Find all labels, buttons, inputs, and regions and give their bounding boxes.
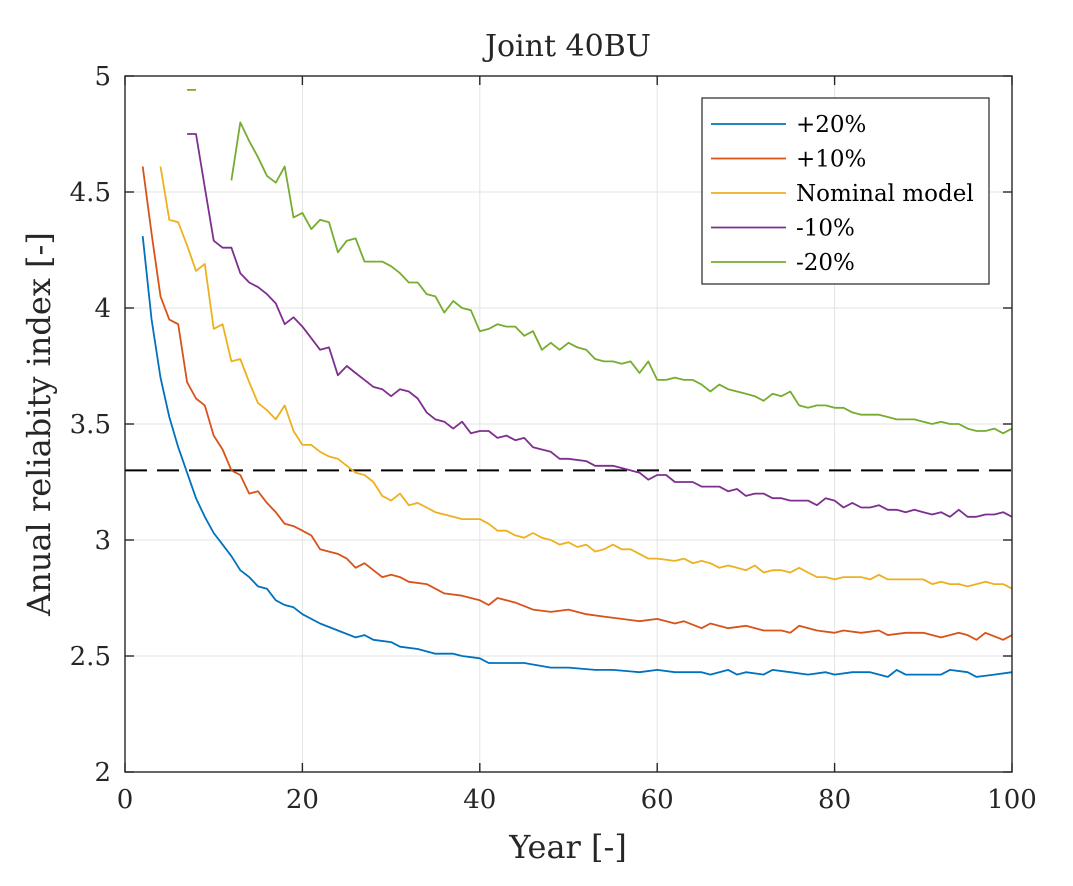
y-axis-label: Anual reliabity index [-] [20, 232, 58, 617]
legend-label-1: +10% [796, 147, 866, 173]
series-line-4 [230, 121, 1013, 435]
legend-label-2: Nominal model [796, 181, 974, 207]
y-tick-label: 3 [94, 526, 111, 556]
y-tick-label: 4.5 [70, 178, 111, 208]
legend: +20% +10% Nominal model -10% -20% [701, 97, 990, 285]
x-tick-label: 40 [463, 785, 496, 815]
tick-layer [124, 75, 1013, 773]
x-axis-label: Year [-] [508, 828, 627, 866]
chart-title: Joint 40BU [482, 29, 651, 64]
legend-label-3: -10% [796, 216, 855, 242]
x-tick-label: 0 [117, 785, 134, 815]
y-tick-label: 5 [94, 62, 111, 92]
x-tick-label: 100 [987, 785, 1037, 815]
legend-label-0: +20% [796, 112, 866, 138]
series-line-1 [141, 166, 1013, 641]
legend-box [701, 97, 990, 285]
tick-label-layer: 0 20 40 60 80 100 2 2.5 3 3.5 4 4.5 5 [70, 62, 1037, 815]
series-line-2 [159, 166, 1013, 590]
x-tick-label: 20 [286, 785, 319, 815]
series-line-3 [187, 133, 1013, 518]
y-tick-label: 2.5 [70, 642, 111, 672]
series-line-0 [141, 236, 1013, 678]
x-tick-label: 60 [641, 785, 674, 815]
y-tick-label: 2 [94, 758, 111, 788]
y-tick-label: 3.5 [70, 410, 111, 440]
legend-label-4: -20% [796, 250, 855, 276]
y-tick-label: 4 [94, 294, 111, 324]
x-tick-label: 80 [818, 785, 851, 815]
series-layer [141, 89, 1013, 678]
